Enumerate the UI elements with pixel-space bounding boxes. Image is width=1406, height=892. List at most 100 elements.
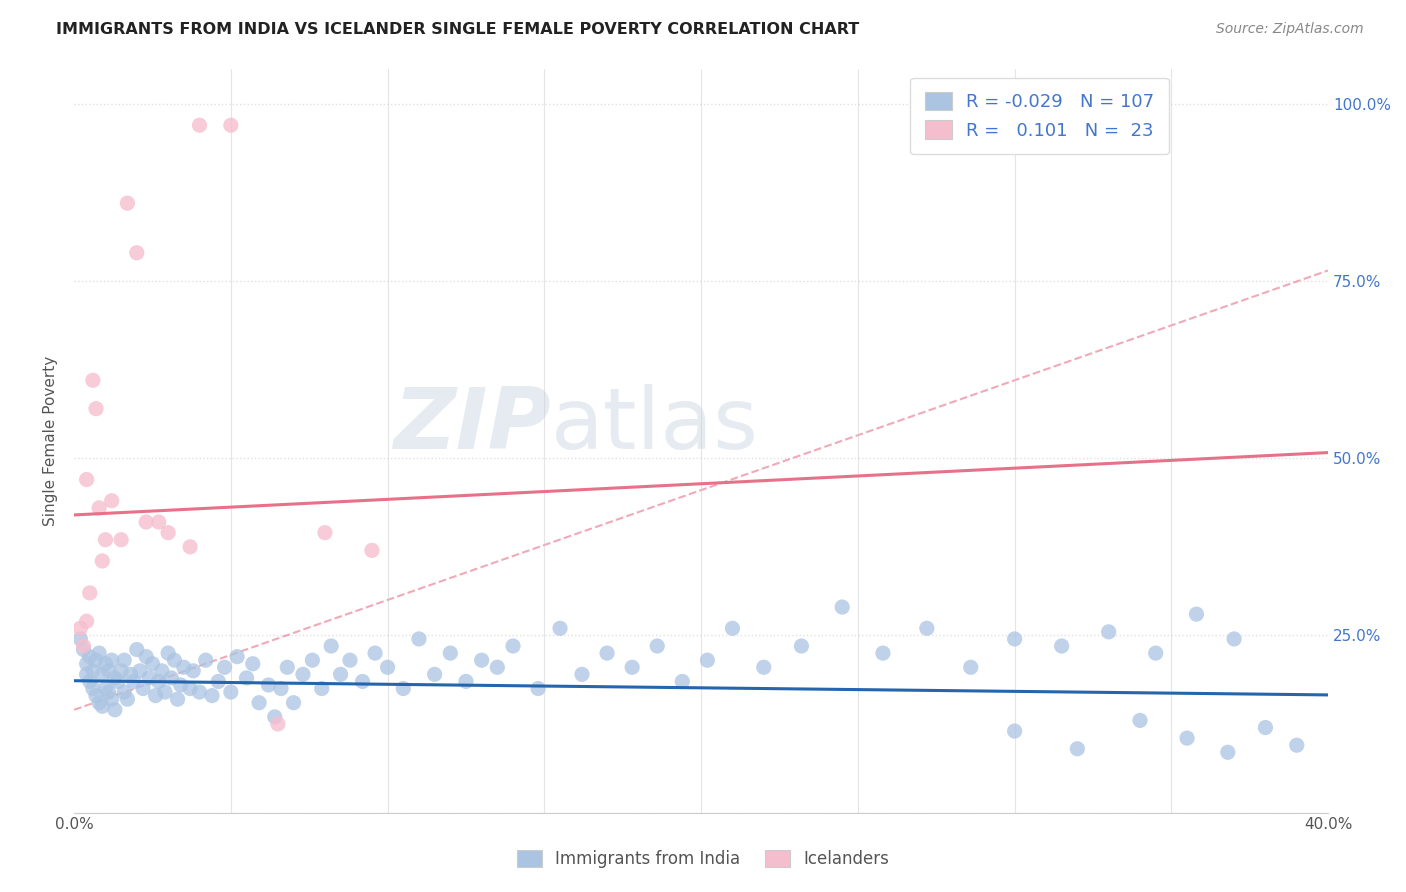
Point (1066, 741, 1088, 756)
Point (214, 660, 236, 674)
Point (270, 681, 292, 696)
Point (377, 660, 399, 674)
Point (959, 660, 981, 674)
Point (166, 692, 188, 706)
Point (160, 671, 183, 685)
Point (226, 649, 249, 664)
Point (352, 674, 374, 689)
Legend: Immigrants from India, Icelanders: Immigrants from India, Icelanders (510, 843, 896, 875)
Point (110, 664, 132, 678)
Point (91, 667, 114, 681)
Point (201, 689, 224, 703)
Point (596, 646, 619, 660)
Point (1285, 738, 1308, 752)
Point (76, 667, 98, 681)
Point (91, 554, 114, 568)
Point (135, 515, 157, 529)
Point (107, 674, 129, 689)
Point (148, 674, 170, 689)
Point (125, 245, 148, 260)
Point (257, 678, 280, 692)
Point (104, 671, 127, 685)
Point (301, 653, 323, 667)
Point (82, 373, 104, 387)
Point (696, 653, 718, 667)
Point (671, 674, 693, 689)
Point (361, 543, 384, 558)
Point (194, 653, 217, 667)
Point (79, 586, 101, 600)
Point (1223, 632, 1246, 646)
Text: Source: ZipAtlas.com: Source: ZipAtlas.com (1216, 22, 1364, 37)
Point (112, 653, 135, 667)
Point (872, 646, 894, 660)
Point (100, 692, 122, 706)
Point (157, 646, 180, 660)
Point (76, 473, 98, 487)
Point (339, 653, 361, 667)
Point (471, 653, 494, 667)
Point (321, 639, 343, 653)
Point (148, 515, 170, 529)
Point (97, 685, 120, 699)
Point (1216, 745, 1239, 759)
Point (1129, 714, 1152, 728)
Point (72, 639, 94, 653)
Point (645, 639, 668, 653)
Point (84, 653, 107, 667)
Point (179, 540, 201, 554)
Point (82, 664, 104, 678)
Point (94, 533, 117, 547)
Point (311, 681, 333, 696)
Point (122, 674, 145, 689)
Point (94, 681, 117, 696)
Point (97, 664, 120, 678)
Point (486, 660, 509, 674)
Point (179, 681, 201, 696)
Point (89, 500, 111, 515)
Point (157, 525, 180, 540)
Point (242, 657, 264, 671)
Point (1098, 624, 1121, 639)
Point (125, 642, 148, 657)
Point (188, 118, 211, 132)
Point (153, 685, 176, 699)
Point (112, 685, 135, 699)
Point (89, 696, 111, 710)
Point (752, 660, 775, 674)
Point (1254, 721, 1277, 735)
Point (291, 667, 314, 681)
Point (439, 646, 461, 660)
Point (72, 642, 94, 657)
Text: atlas: atlas (551, 384, 759, 467)
Legend: R = -0.029   N = 107, R =   0.101   N =  23: R = -0.029 N = 107, R = 0.101 N = 23 (910, 78, 1168, 154)
Point (82, 681, 104, 696)
Point (188, 685, 211, 699)
Point (117, 692, 139, 706)
Point (207, 674, 229, 689)
Point (163, 653, 186, 667)
Point (1185, 607, 1208, 621)
Point (145, 689, 167, 703)
Point (76, 614, 98, 628)
Point (76, 657, 98, 671)
Point (79, 649, 101, 664)
Point (150, 664, 173, 678)
Point (329, 667, 352, 681)
Point (181, 664, 204, 678)
Text: IMMIGRANTS FROM INDIA VS ICELANDER SINGLE FEMALE POVERTY CORRELATION CHART: IMMIGRANTS FROM INDIA VS ICELANDER SINGL… (56, 22, 859, 37)
Point (100, 493, 122, 508)
Point (135, 649, 157, 664)
Point (548, 621, 571, 635)
Point (915, 621, 938, 635)
Point (89, 646, 111, 660)
Point (117, 196, 139, 211)
Point (129, 664, 152, 678)
Point (314, 525, 336, 540)
Point (84, 689, 107, 703)
Point (219, 118, 242, 132)
Point (141, 657, 163, 671)
Point (1175, 731, 1198, 746)
Point (173, 660, 195, 674)
Point (364, 646, 387, 660)
